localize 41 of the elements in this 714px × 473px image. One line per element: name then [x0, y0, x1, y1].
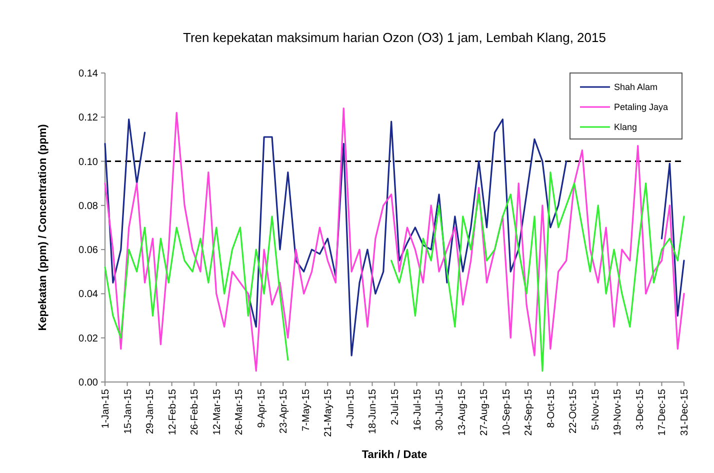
x-tick-label: 17-Dec-15 [657, 388, 668, 436]
x-tick-label: 16-Jul-15 [412, 388, 424, 431]
y-tick-label: 0.00 [78, 378, 98, 388]
x-tick-label: 12-Feb-15 [167, 388, 178, 436]
x-tick-label: 26-Mar-15 [234, 388, 246, 436]
y-tick-label: 0.14 [78, 68, 98, 80]
x-axis-title: Tarikh / Date [362, 449, 428, 461]
x-tick-label: 4-Jun-15 [345, 388, 356, 428]
x-tick-label: 8-Oct-15 [546, 388, 557, 428]
legend-label: Petaling Jaya [614, 102, 668, 112]
x-tick-label: 26-Feb-15 [190, 388, 201, 436]
chart-title: Tren kepekatan maksimum harian Ozon (O3) 1 jam, Lembah Klang, 2015 [183, 30, 606, 45]
x-tick-label: 12-Mar-15 [212, 388, 223, 436]
x-tick-label: 23-Apr-15 [278, 388, 290, 434]
legend-label: Klang [614, 122, 638, 132]
y-tick-label: 0.04 [78, 289, 98, 300]
y-tick-label: 0.02 [78, 333, 98, 344]
x-tick-label: 21-May-15 [323, 388, 334, 437]
x-tick-label: 24-Sep-15 [524, 388, 535, 436]
x-tick-label: 18-Jun-15 [368, 388, 379, 434]
x-tick-label: 10-Sep-15 [501, 388, 512, 436]
legend-label: Shah Alam [614, 82, 658, 92]
x-tick-label: 2-Jul-15 [390, 388, 401, 426]
x-tick-label: 30-Jul-15 [434, 388, 446, 431]
y-axis-title: Kepekatan (ppm) / Concentration (ppm) [37, 124, 49, 331]
x-tick-label: 13-Aug-15 [456, 388, 468, 436]
x-tick-label: 31-Dec-15 [680, 388, 690, 436]
x-tick-label: 9-Apr-15 [256, 388, 268, 428]
x-tick-label: 27-Aug-15 [479, 388, 490, 436]
x-tick-label: 5-Nov-15 [590, 388, 602, 430]
y-tick-label: 0.08 [78, 200, 98, 212]
y-tick-label: 0.06 [78, 245, 98, 256]
x-tick-label: 22-Oct-15 [568, 388, 580, 434]
x-tick-label: 3-Dec-15 [634, 388, 646, 430]
x-tick-label: 29-Jan-15 [145, 388, 156, 434]
y-tick-label: 0.10 [78, 156, 98, 168]
x-tick-label: 15-Jan-15 [122, 388, 134, 434]
x-tick-label: 19-Nov-15 [612, 388, 624, 436]
x-tick-label: 1-Jan-15 [100, 388, 112, 428]
x-tick-label: 7-May-15 [300, 388, 312, 432]
y-tick-label: 0.12 [78, 112, 98, 124]
